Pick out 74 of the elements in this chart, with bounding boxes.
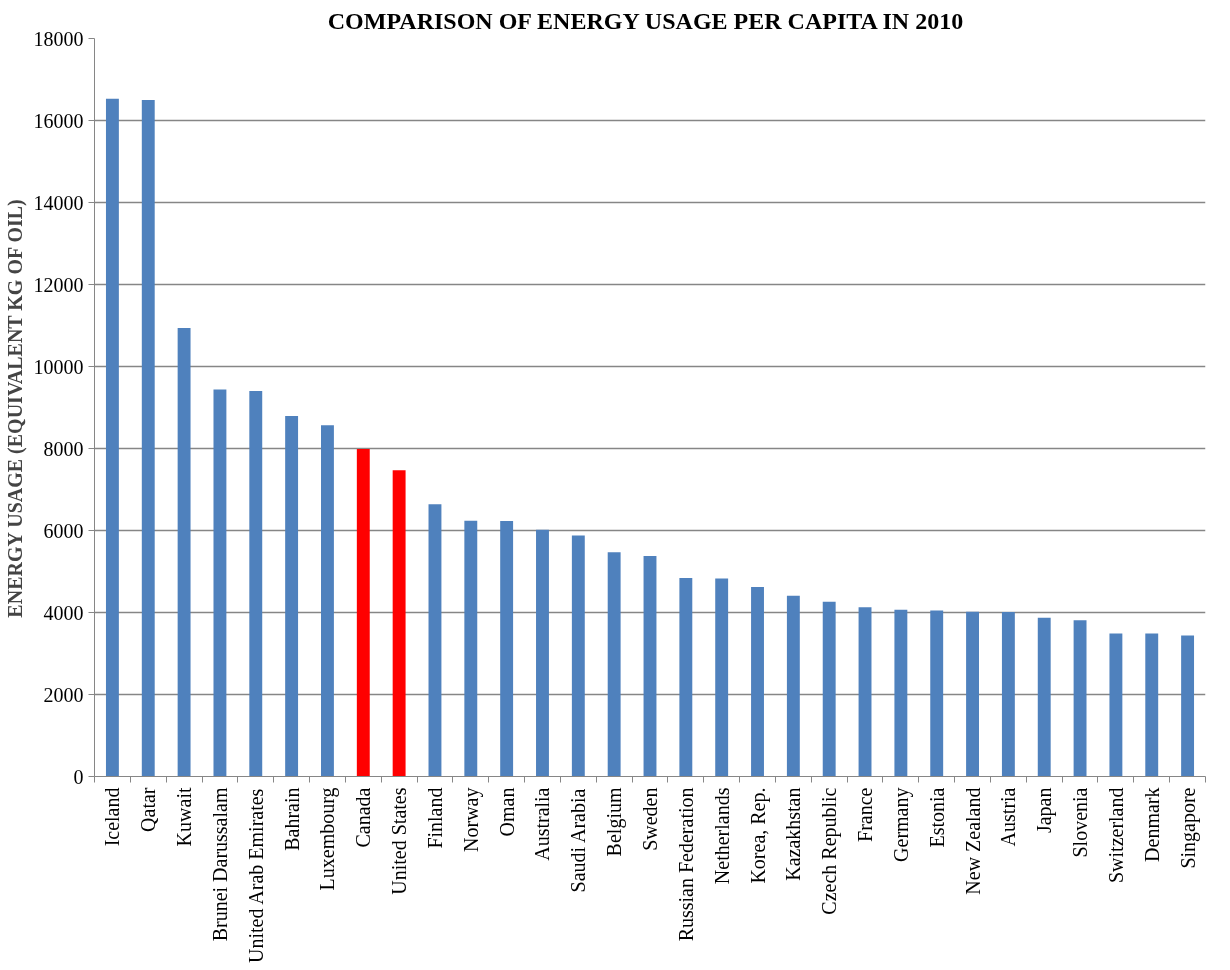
bar bbox=[1001, 612, 1015, 777]
x-tick-label: Luxembourg bbox=[316, 787, 340, 891]
bar bbox=[428, 504, 442, 777]
bar bbox=[141, 100, 155, 777]
x-tick-label: Austria bbox=[997, 787, 1020, 847]
bar bbox=[607, 552, 621, 777]
x-tick-label: Russian Federation bbox=[674, 787, 697, 942]
bar bbox=[177, 327, 191, 777]
bar bbox=[1037, 617, 1051, 777]
y-tick-label: 4000 bbox=[43, 601, 84, 624]
x-tick-label: Brunei Darussalam bbox=[208, 787, 231, 942]
bar bbox=[500, 521, 514, 777]
bar bbox=[285, 416, 299, 777]
x-tick-label: Oman bbox=[495, 787, 518, 837]
x-tick-label: Bahrain bbox=[280, 787, 303, 851]
x-tick-label: Germany bbox=[889, 787, 913, 862]
bar bbox=[822, 601, 836, 777]
x-tick-label: Slovenia bbox=[1069, 787, 1092, 858]
bar bbox=[1181, 635, 1195, 777]
x-tick-label: Belgium bbox=[603, 787, 627, 857]
y-tick-label: 12000 bbox=[33, 273, 84, 296]
bar bbox=[1109, 633, 1123, 777]
y-tick-label: 0 bbox=[73, 765, 84, 788]
x-tick-label: Saudi Arabia bbox=[567, 788, 590, 893]
bar bbox=[786, 595, 800, 777]
bar bbox=[751, 587, 764, 777]
bar bbox=[392, 470, 406, 777]
bar bbox=[105, 98, 119, 777]
x-tick-label: Czech Republic bbox=[818, 787, 842, 915]
x-tick-label: United Arab Emirates bbox=[244, 788, 267, 963]
bar bbox=[643, 555, 657, 777]
x-tick-label: Kazakhstan bbox=[782, 787, 805, 881]
y-tick-label: 2000 bbox=[43, 683, 84, 706]
x-tick-label: Qatar bbox=[137, 787, 160, 832]
x-tick-label: Denmark bbox=[1140, 787, 1163, 862]
y-tick-label: 6000 bbox=[43, 519, 84, 542]
x-tick-label: Australia bbox=[531, 787, 554, 861]
bar bbox=[894, 609, 908, 777]
y-tick-label: 14000 bbox=[33, 191, 84, 214]
bar bbox=[536, 529, 549, 777]
bar bbox=[858, 607, 872, 777]
bar bbox=[966, 611, 979, 777]
x-tick-label: Korea, Rep. bbox=[746, 787, 770, 884]
y-tick-label: 18000 bbox=[33, 27, 84, 50]
x-tick-label: Canada bbox=[352, 787, 375, 848]
x-tick-label: Switzerland bbox=[1104, 787, 1127, 884]
x-tick-label: Norway bbox=[459, 787, 483, 852]
x-tick-label: Netherlands bbox=[710, 787, 733, 885]
x-tick-label: Japan bbox=[1033, 787, 1057, 834]
bar bbox=[213, 389, 227, 777]
bar bbox=[679, 578, 693, 777]
bar bbox=[571, 535, 585, 777]
bar bbox=[464, 520, 478, 777]
bar bbox=[715, 578, 729, 777]
x-tick-label: France bbox=[854, 787, 877, 842]
bar bbox=[321, 425, 334, 777]
bar bbox=[1145, 633, 1159, 777]
x-tick-label: Kuwait bbox=[173, 787, 196, 847]
x-tick-label: Finland bbox=[423, 787, 446, 849]
x-tick-label: Estonia bbox=[925, 787, 948, 848]
y-tick-label: 16000 bbox=[33, 109, 84, 132]
bar bbox=[1073, 620, 1087, 777]
bar bbox=[356, 448, 370, 777]
x-tick-label: New Zealand bbox=[961, 787, 984, 895]
y-tick-label: 8000 bbox=[43, 437, 84, 460]
chart-title: COMPARISON OF ENERGY USAGE PER CAPITA IN 2010 bbox=[327, 7, 964, 34]
y-tick-label: 10000 bbox=[33, 355, 84, 378]
x-tick-label: United States bbox=[388, 787, 411, 895]
x-tick-label: Iceland bbox=[101, 787, 124, 847]
y-axis-title: ENERGY USAGE (EQUIVALENT KG OF OIL) bbox=[3, 199, 27, 618]
x-tick-label: Singapore bbox=[1176, 787, 1200, 869]
bar bbox=[249, 391, 263, 777]
x-tick-label: Sweden bbox=[639, 787, 661, 851]
bar bbox=[930, 610, 944, 777]
